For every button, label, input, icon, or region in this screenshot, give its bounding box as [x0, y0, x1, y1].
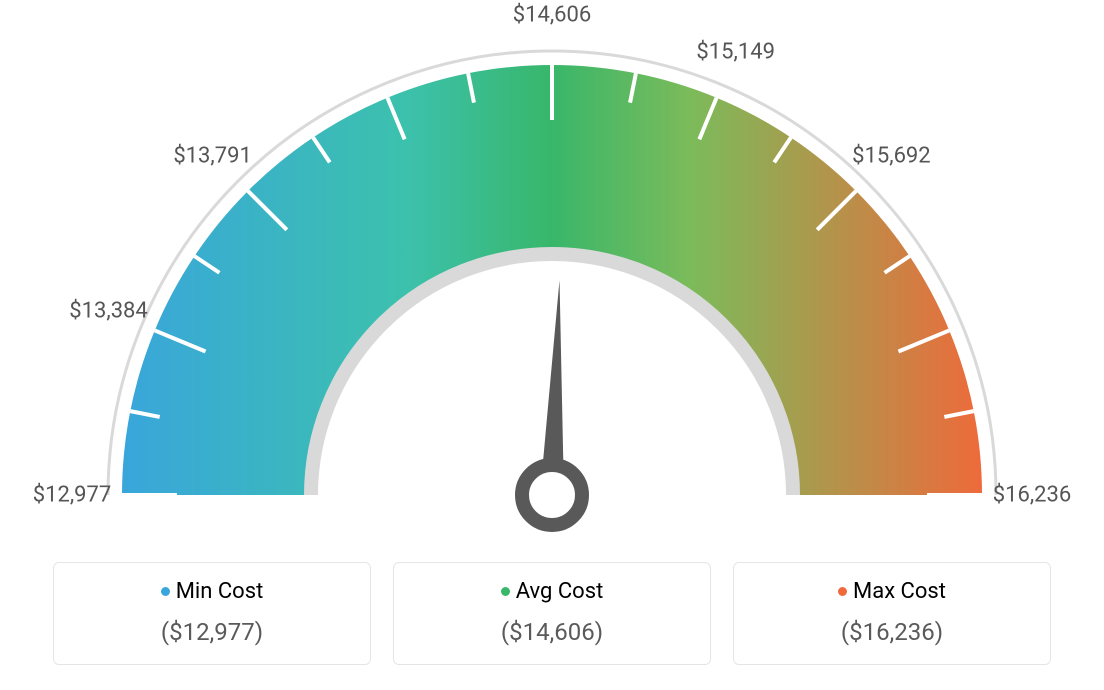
legend-title: Min Cost [161, 579, 264, 604]
legend-value: ($16,236) [744, 618, 1040, 646]
legend-title-text: Max Cost [853, 579, 946, 604]
gauge-tick-label: $13,791 [173, 143, 252, 168]
gauge-tick-label: $15,149 [696, 39, 775, 64]
legend-card-avg: Avg Cost ($14,606) [393, 562, 711, 665]
gauge-tick-label: $12,977 [33, 483, 112, 508]
gauge-tick-label: $16,236 [993, 483, 1072, 508]
gauge-tick-label: $14,606 [513, 3, 592, 28]
legend-card-min: Min Cost ($12,977) [53, 562, 371, 665]
gauge-svg [52, 30, 1052, 590]
dot-icon [501, 587, 510, 596]
legend-title-text: Min Cost [176, 579, 264, 604]
gauge-tick-label: $15,692 [852, 143, 931, 168]
dot-icon [161, 587, 170, 596]
legend-value: ($12,977) [64, 618, 360, 646]
legend-row: Min Cost ($12,977) Avg Cost ($14,606) Ma… [53, 562, 1051, 665]
legend-title: Avg Cost [501, 579, 604, 604]
legend-title: Max Cost [838, 579, 946, 604]
legend-title-text: Avg Cost [516, 579, 604, 604]
gauge-tick-label: $13,384 [69, 299, 148, 324]
legend-card-max: Max Cost ($16,236) [733, 562, 1051, 665]
gauge-chart: $12,977 $13,384 $13,791 $14,606 $15,149 $15,6… [0, 0, 1104, 560]
dot-icon [838, 587, 847, 596]
legend-value: ($14,606) [404, 618, 700, 646]
